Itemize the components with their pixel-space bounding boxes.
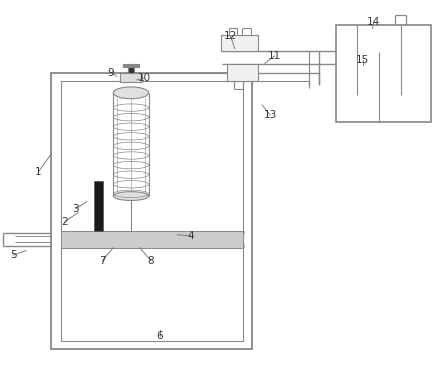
Text: 13: 13: [264, 110, 277, 120]
Bar: [61, 81, 243, 341]
Ellipse shape: [113, 87, 149, 99]
Text: 5: 5: [10, 250, 16, 260]
Text: 7: 7: [99, 256, 105, 266]
Bar: [61, 231, 243, 248]
Text: 6: 6: [156, 331, 163, 341]
Bar: [120, 73, 142, 82]
Bar: [336, 25, 431, 122]
Bar: [123, 64, 139, 67]
Text: 1: 1: [35, 167, 42, 177]
Text: 4: 4: [187, 231, 194, 241]
Text: 12: 12: [224, 31, 237, 41]
Text: 14: 14: [367, 17, 381, 27]
Text: 9: 9: [108, 68, 114, 78]
Bar: [61, 231, 243, 248]
Text: 11: 11: [268, 51, 281, 61]
Bar: [221, 35, 258, 51]
Bar: [51, 73, 253, 349]
Text: 2: 2: [62, 217, 68, 227]
Bar: [128, 66, 134, 73]
Bar: [94, 181, 103, 231]
Bar: [227, 64, 258, 81]
Text: 8: 8: [148, 256, 154, 266]
Text: 3: 3: [73, 204, 79, 214]
Text: 15: 15: [356, 55, 369, 65]
Text: 10: 10: [138, 73, 151, 83]
Ellipse shape: [113, 192, 149, 201]
